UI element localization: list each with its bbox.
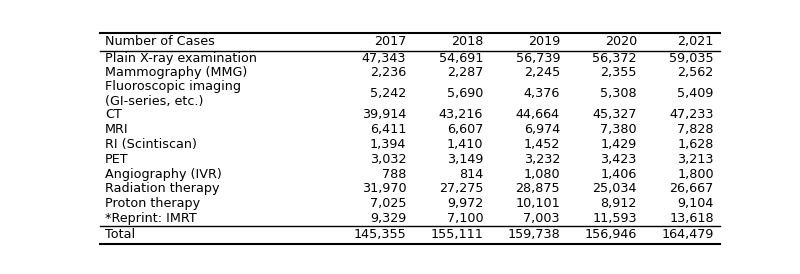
Text: Mammography (MMG): Mammography (MMG) bbox=[105, 67, 247, 79]
Text: 6,974: 6,974 bbox=[524, 123, 560, 136]
Text: RI (Scintiscan): RI (Scintiscan) bbox=[105, 138, 197, 151]
Text: *Reprint: IMRT: *Reprint: IMRT bbox=[105, 212, 197, 225]
Text: 11,593: 11,593 bbox=[592, 212, 637, 225]
Text: 5,409: 5,409 bbox=[678, 87, 714, 100]
Text: 1,800: 1,800 bbox=[677, 167, 714, 181]
Text: 1,429: 1,429 bbox=[601, 138, 637, 151]
Text: 814: 814 bbox=[459, 167, 483, 181]
Text: 1,628: 1,628 bbox=[678, 138, 714, 151]
Text: 10,101: 10,101 bbox=[515, 197, 560, 210]
Text: 3,232: 3,232 bbox=[524, 153, 560, 166]
Text: 27,275: 27,275 bbox=[438, 182, 483, 195]
Text: 2018: 2018 bbox=[450, 35, 483, 48]
Text: 3,032: 3,032 bbox=[370, 153, 406, 166]
Text: 3,149: 3,149 bbox=[446, 153, 483, 166]
Text: 54,691: 54,691 bbox=[438, 52, 483, 65]
Text: 1,406: 1,406 bbox=[601, 167, 637, 181]
Text: 5,308: 5,308 bbox=[600, 87, 637, 100]
Text: 9,104: 9,104 bbox=[678, 197, 714, 210]
Text: 788: 788 bbox=[382, 167, 406, 181]
Text: 8,912: 8,912 bbox=[601, 197, 637, 210]
Text: 2,355: 2,355 bbox=[601, 67, 637, 79]
Text: 6,411: 6,411 bbox=[370, 123, 406, 136]
Text: 2,245: 2,245 bbox=[524, 67, 560, 79]
Text: CT: CT bbox=[105, 108, 122, 121]
Text: 7,828: 7,828 bbox=[678, 123, 714, 136]
Text: 4,376: 4,376 bbox=[524, 87, 560, 100]
Text: 1,410: 1,410 bbox=[446, 138, 483, 151]
Text: Proton therapy: Proton therapy bbox=[105, 197, 200, 210]
Text: 5,242: 5,242 bbox=[370, 87, 406, 100]
Text: 156,946: 156,946 bbox=[585, 229, 637, 241]
Text: PET: PET bbox=[105, 153, 129, 166]
Text: 47,343: 47,343 bbox=[362, 52, 406, 65]
Text: 39,914: 39,914 bbox=[362, 108, 406, 121]
Text: 7,380: 7,380 bbox=[600, 123, 637, 136]
Text: Fluoroscopic imaging
(GI-series, etc.): Fluoroscopic imaging (GI-series, etc.) bbox=[105, 80, 241, 108]
Text: 2019: 2019 bbox=[528, 35, 560, 48]
Text: Total: Total bbox=[105, 229, 135, 241]
Text: 56,739: 56,739 bbox=[515, 52, 560, 65]
Text: 28,875: 28,875 bbox=[515, 182, 560, 195]
Text: 2,021: 2,021 bbox=[678, 35, 714, 48]
Text: 59,035: 59,035 bbox=[669, 52, 714, 65]
Text: 1,452: 1,452 bbox=[524, 138, 560, 151]
Text: 1,080: 1,080 bbox=[523, 167, 560, 181]
Text: 43,216: 43,216 bbox=[438, 108, 483, 121]
Text: 5,690: 5,690 bbox=[446, 87, 483, 100]
Text: 2020: 2020 bbox=[605, 35, 637, 48]
Text: 1,394: 1,394 bbox=[370, 138, 406, 151]
Text: Angiography (IVR): Angiography (IVR) bbox=[105, 167, 222, 181]
Text: 159,738: 159,738 bbox=[507, 229, 560, 241]
Text: 31,970: 31,970 bbox=[362, 182, 406, 195]
Text: 9,972: 9,972 bbox=[447, 197, 483, 210]
Text: 3,423: 3,423 bbox=[601, 153, 637, 166]
Text: 2,236: 2,236 bbox=[370, 67, 406, 79]
Text: 155,111: 155,111 bbox=[430, 229, 483, 241]
Text: MRI: MRI bbox=[105, 123, 129, 136]
Text: 45,327: 45,327 bbox=[593, 108, 637, 121]
Text: Radiation therapy: Radiation therapy bbox=[105, 182, 219, 195]
Text: 13,618: 13,618 bbox=[669, 212, 714, 225]
Text: 145,355: 145,355 bbox=[354, 229, 406, 241]
Text: 2,287: 2,287 bbox=[446, 67, 483, 79]
Text: 2,562: 2,562 bbox=[678, 67, 714, 79]
Text: 7,025: 7,025 bbox=[370, 197, 406, 210]
Text: Plain X-ray examination: Plain X-ray examination bbox=[105, 52, 257, 65]
Text: 6,607: 6,607 bbox=[446, 123, 483, 136]
Text: 7,100: 7,100 bbox=[446, 212, 483, 225]
Text: 7,003: 7,003 bbox=[523, 212, 560, 225]
Text: 9,329: 9,329 bbox=[370, 212, 406, 225]
Text: 44,664: 44,664 bbox=[516, 108, 560, 121]
Text: 164,479: 164,479 bbox=[662, 229, 714, 241]
Text: 25,034: 25,034 bbox=[593, 182, 637, 195]
Text: Number of Cases: Number of Cases bbox=[105, 35, 215, 48]
Text: 2017: 2017 bbox=[374, 35, 406, 48]
Text: 3,213: 3,213 bbox=[678, 153, 714, 166]
Text: 26,667: 26,667 bbox=[670, 182, 714, 195]
Text: 56,372: 56,372 bbox=[593, 52, 637, 65]
Text: 47,233: 47,233 bbox=[670, 108, 714, 121]
